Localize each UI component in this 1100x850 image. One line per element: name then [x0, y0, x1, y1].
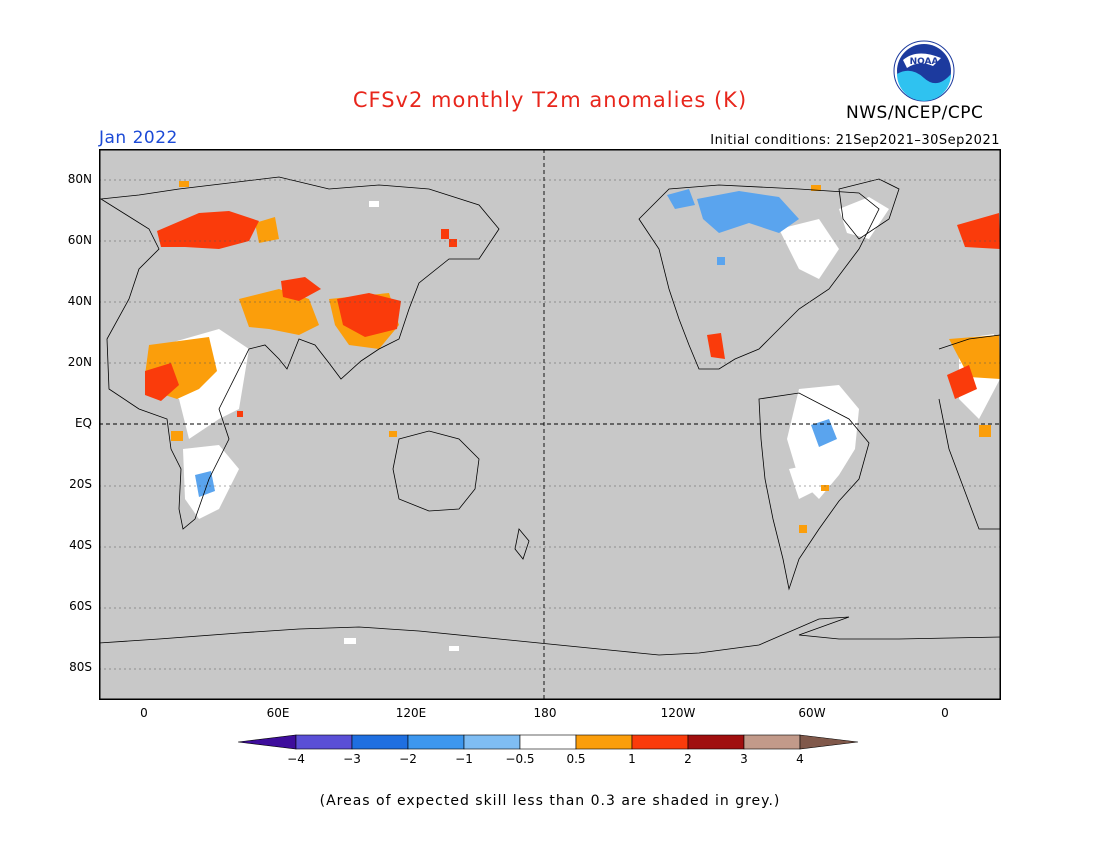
- legend-label: 4: [796, 752, 804, 766]
- legend-cell: [407, 734, 465, 750]
- agency-label: NWS/NCEP/CPC: [846, 103, 984, 123]
- legend-label: 3: [740, 752, 748, 766]
- lat-label: 60S: [69, 599, 92, 613]
- noaa-logo-text: NOAA: [910, 57, 939, 67]
- legend-cell: [743, 734, 801, 750]
- legend-arrow-low: [238, 734, 297, 750]
- cool-anomaly-regions: [195, 189, 837, 497]
- lon-label: 120E: [395, 706, 427, 720]
- lat-label: 80S: [69, 660, 92, 674]
- coastlines: [99, 176, 1001, 656]
- lat-label: 60N: [67, 233, 92, 247]
- legend-label: −1: [455, 752, 473, 766]
- legend-label: 0.5: [566, 752, 586, 766]
- lon-label: 60E: [266, 706, 290, 720]
- lat-label: 20N: [67, 355, 92, 369]
- lat-label: 20S: [69, 477, 92, 491]
- lon-label: 0: [140, 706, 148, 720]
- legend-cell: [519, 734, 577, 750]
- legend-label: −2: [399, 752, 417, 766]
- lat-label: EQ: [74, 416, 92, 430]
- legend-cell: [631, 734, 689, 750]
- legend-cell: [351, 734, 409, 750]
- anomaly-map: [99, 149, 1001, 700]
- lon-label: 60W: [798, 706, 826, 720]
- noaa-logo: NOAA: [893, 40, 955, 102]
- legend-cell: [295, 734, 353, 750]
- lat-label: 40N: [67, 294, 92, 308]
- initial-conditions: Initial conditions: 21Sep2021–30Sep2021: [710, 133, 1000, 148]
- map-title: CFSv2 monthly T2m anomalies (K): [352, 88, 748, 112]
- legend-label: 2: [684, 752, 692, 766]
- legend-label: 1: [628, 752, 636, 766]
- lat-label: 80N: [67, 172, 92, 186]
- map-frame: [99, 149, 1001, 700]
- latitude-gridlines: [99, 179, 1001, 670]
- lon-label: 0: [941, 706, 949, 720]
- lat-label: 40S: [69, 538, 92, 552]
- legend-cell: [687, 734, 745, 750]
- skill-footnote: (Areas of expected skill less than 0.3 a…: [319, 793, 781, 809]
- legend-cell: [463, 734, 521, 750]
- lon-label: 120W: [660, 706, 696, 720]
- color-legend: [238, 734, 859, 750]
- legend-label: −4: [287, 752, 305, 766]
- lon-label: 180: [533, 706, 557, 720]
- legend-label: −3: [343, 752, 361, 766]
- legend-label: −0.5: [505, 752, 535, 766]
- legend-cell: [575, 734, 633, 750]
- legend-arrow-high: [799, 734, 859, 750]
- strong-warm-anomaly-regions: [145, 211, 1000, 417]
- forecast-month: Jan 2022: [99, 128, 178, 148]
